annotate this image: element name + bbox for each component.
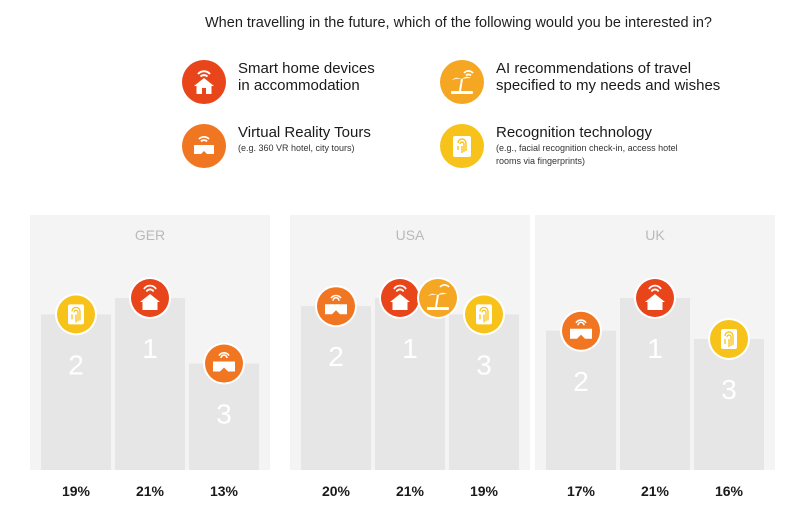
vr-headset-icon: [315, 285, 357, 328]
fingerprint-icon: [708, 317, 750, 360]
legend-label: in accommodation: [238, 77, 360, 94]
value-label: 19%: [470, 483, 499, 499]
house-wifi-icon: [379, 277, 421, 319]
legend-item-ai-recommendations: AI recommendations of travel specified t…: [440, 60, 720, 104]
rank-label: 1: [402, 333, 418, 364]
beach-wifi-icon: [440, 60, 484, 104]
bar: [115, 298, 185, 470]
value-label: 13%: [210, 483, 239, 499]
bar: [694, 338, 764, 470]
legend-note: rooms via fingerprints): [496, 156, 586, 166]
legend-note: (e.g., facial recognition check-in, acce…: [496, 143, 678, 153]
rank-label: 3: [476, 349, 492, 380]
value-label: 21%: [396, 483, 425, 499]
rank-label: 2: [573, 366, 589, 397]
value-label: 17%: [567, 483, 596, 499]
house-wifi-icon: [129, 277, 171, 319]
value-label: 21%: [136, 483, 165, 499]
house-wifi-icon: [182, 60, 226, 104]
rank-label: 2: [328, 341, 344, 372]
group-label: UK: [645, 227, 665, 243]
house-wifi-icon: [634, 277, 676, 319]
value-label: 21%: [641, 483, 670, 499]
fingerprint-icon: [463, 293, 505, 336]
bar: [620, 298, 690, 470]
vr-headset-icon: [203, 342, 245, 385]
bar: [375, 298, 445, 470]
legend-item-recognition: Recognition technology (e.g., facial rec…: [440, 124, 678, 168]
legend-label: Virtual Reality Tours: [238, 124, 371, 141]
rank-label: 1: [142, 333, 158, 364]
bar: [449, 314, 519, 470]
legend-note: (e.g. 360 VR hotel, city tours): [238, 143, 355, 153]
bar: [41, 314, 111, 470]
bar: [546, 330, 616, 470]
value-label: 20%: [322, 483, 351, 499]
fingerprint-icon: [440, 124, 484, 168]
legend-label: specified to my needs and wishes: [496, 77, 721, 94]
legend-label: AI recommendations of travel: [496, 60, 692, 77]
group-label: GER: [135, 227, 165, 243]
fingerprint-icon: [55, 293, 97, 336]
legend-item-smart-home: Smart home devices in accommodation: [182, 60, 375, 104]
legend-label: Recognition technology: [496, 124, 652, 141]
legend-item-vr-tours: Virtual Reality Tours (e.g. 360 VR hotel…: [182, 124, 371, 168]
beach-wifi-icon: [417, 277, 459, 319]
bar: [301, 306, 371, 470]
legend-label: Smart home devices: [238, 60, 375, 77]
vr-headset-icon: [560, 309, 602, 352]
chart-title: When travelling in the future, which of …: [205, 15, 712, 31]
rank-label: 3: [721, 374, 737, 405]
rank-label: 3: [216, 399, 232, 430]
group-label: USA: [396, 227, 425, 243]
vr-headset-icon: [182, 124, 226, 168]
value-label: 16%: [715, 483, 744, 499]
rank-label: 2: [68, 349, 84, 380]
value-label: 19%: [62, 483, 91, 499]
rank-label: 1: [647, 333, 663, 364]
